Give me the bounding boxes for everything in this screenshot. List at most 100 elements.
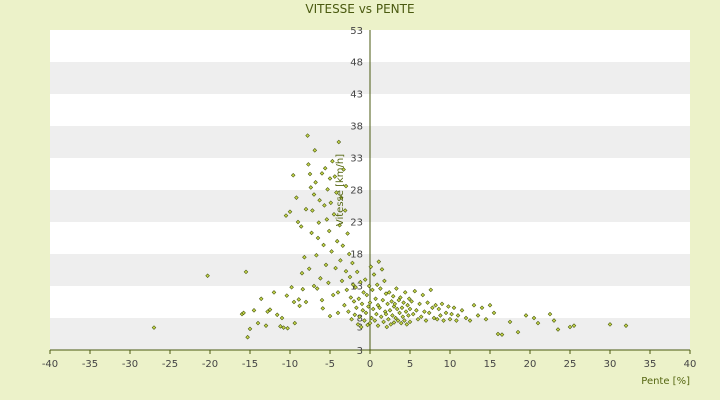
data-point <box>325 187 330 192</box>
data-point <box>402 290 408 295</box>
data-point <box>409 299 414 304</box>
data-point <box>341 167 346 172</box>
data-point <box>353 285 358 290</box>
data-point <box>312 148 318 153</box>
data-point <box>362 277 368 282</box>
data-point <box>344 287 350 293</box>
data-point <box>352 312 358 318</box>
data-point <box>383 311 389 317</box>
data-point <box>412 288 418 294</box>
data-point <box>463 315 469 321</box>
data-point <box>483 317 489 322</box>
data-point <box>362 318 367 323</box>
data-point <box>323 262 329 268</box>
data-point <box>407 306 413 312</box>
data-point <box>426 310 432 316</box>
data-point <box>455 313 461 318</box>
data-point <box>446 304 451 309</box>
data-point <box>342 302 347 308</box>
data-point <box>326 280 331 286</box>
y-tick-label: 48 <box>350 57 363 68</box>
data-point <box>372 318 378 323</box>
data-point <box>337 222 342 228</box>
x-tick-label: -35 <box>82 359 98 370</box>
data-point <box>447 317 453 322</box>
data-point <box>531 315 537 321</box>
x-tick-label: 40 <box>684 359 697 370</box>
data-point <box>368 264 374 270</box>
data-point <box>377 305 382 311</box>
data-point <box>376 259 382 264</box>
data-point <box>351 299 357 304</box>
data-point <box>396 297 402 303</box>
data-point <box>394 286 399 291</box>
data-point <box>307 171 313 177</box>
data-point <box>375 323 381 328</box>
data-point <box>324 217 330 222</box>
data-point <box>320 306 326 311</box>
data-point <box>571 323 577 328</box>
data-point <box>567 324 573 330</box>
data-point <box>423 318 429 323</box>
data-point <box>379 267 385 272</box>
data-point <box>438 313 443 318</box>
data-point <box>334 190 339 195</box>
data-point <box>369 315 374 321</box>
data-point <box>335 310 341 316</box>
data-point <box>291 299 297 305</box>
data-point <box>382 278 387 284</box>
data-point <box>359 301 365 307</box>
data-point <box>515 329 521 335</box>
data-point <box>375 302 381 308</box>
y-tick-label: 8 <box>357 313 363 324</box>
data-point <box>384 324 390 330</box>
data-point <box>398 320 404 326</box>
data-point <box>243 269 249 275</box>
data-point <box>467 318 473 323</box>
data-point <box>547 311 553 317</box>
data-point <box>431 315 437 321</box>
data-point <box>361 290 366 295</box>
data-point <box>296 297 302 302</box>
y-tick-label: 3 <box>357 346 363 357</box>
data-point <box>358 279 363 285</box>
data-point <box>346 251 352 257</box>
data-point <box>310 208 315 213</box>
x-tick-labels: -40 -35 -30 -25 -20 -15 -10 -5 0 5 10 15 20 25 30 35 40 <box>42 350 697 370</box>
data-point <box>334 238 340 244</box>
data-point <box>507 319 513 325</box>
data-point <box>479 305 485 311</box>
data-point <box>319 297 325 303</box>
data-point <box>395 318 401 323</box>
data-point <box>471 302 477 308</box>
data-point <box>330 158 335 164</box>
data-point <box>487 302 493 308</box>
data-point <box>357 314 362 319</box>
data-point <box>343 269 349 274</box>
data-point <box>245 334 250 340</box>
data-point <box>365 322 370 328</box>
data-point <box>313 180 318 185</box>
data-point <box>551 318 557 323</box>
data-point <box>385 301 390 307</box>
x-tick-label: 35 <box>644 359 657 370</box>
data-point <box>354 269 360 275</box>
data-point <box>349 317 354 322</box>
data-point <box>303 299 309 305</box>
data-point <box>607 322 613 327</box>
data-point <box>345 231 350 236</box>
x-tick-label: 30 <box>604 359 617 370</box>
data-points <box>151 133 629 340</box>
data-point <box>499 332 505 337</box>
y-tick-label: 28 <box>350 185 363 196</box>
y-tick-label: 38 <box>350 121 363 132</box>
data-point <box>336 139 342 145</box>
data-point <box>271 290 277 295</box>
data-point <box>251 308 257 313</box>
data-point <box>315 235 321 241</box>
data-point <box>443 310 449 316</box>
data-point <box>378 286 383 291</box>
data-point <box>523 313 529 318</box>
data-point <box>370 287 375 293</box>
